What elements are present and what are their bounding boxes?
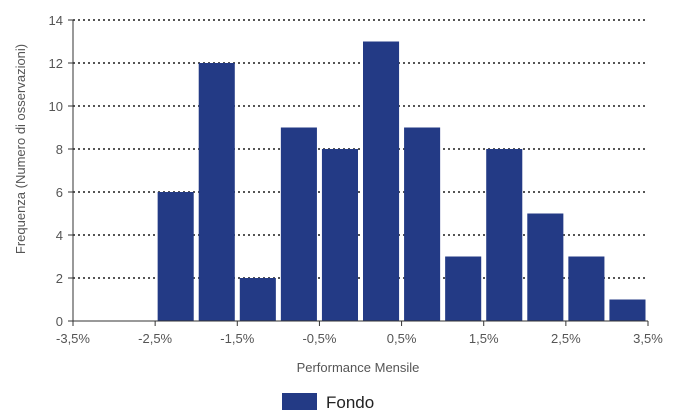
x-tick-label-1: -2,5% xyxy=(138,331,172,346)
legend-label-fondo: Fondo xyxy=(326,393,374,411)
bar-3 xyxy=(198,63,235,321)
bar-9 xyxy=(445,256,482,321)
x-tick-label-2: -1,5% xyxy=(220,331,254,346)
x-tick-label-6: 2,5% xyxy=(551,331,581,346)
y-tick-label-4: 8 xyxy=(56,142,63,157)
y-tick-label-6: 12 xyxy=(49,56,63,71)
bar-6 xyxy=(321,149,358,321)
x-tick-label-0: -3,5% xyxy=(56,331,90,346)
x-tick-label-7: 3,5% xyxy=(633,331,663,346)
bar-10 xyxy=(486,149,523,321)
y-tick-label-2: 4 xyxy=(56,228,63,243)
y-tick-label-0: 0 xyxy=(56,314,63,329)
x-axis-title: Performance Mensile xyxy=(297,360,420,375)
bar-5 xyxy=(280,127,317,321)
x-tick-label-4: 0,5% xyxy=(387,331,417,346)
y-tick-label-7: 14 xyxy=(49,13,63,28)
y-tick-label-5: 10 xyxy=(49,99,63,114)
y-axis-title: Frequenza (Numero di osservazioni) xyxy=(13,44,28,254)
y-tick-label-1: 2 xyxy=(56,271,63,286)
legend: Fondo xyxy=(282,393,374,412)
bar-12 xyxy=(568,256,605,321)
y-ticks: 0 2 4 6 8 10 12 14 xyxy=(49,13,73,329)
bar-7 xyxy=(363,41,400,321)
x-tick-label-5: 1,5% xyxy=(469,331,499,346)
x-tick-label-3: -0,5% xyxy=(302,331,336,346)
bar-2 xyxy=(157,192,194,321)
axes xyxy=(72,20,648,322)
bar-4 xyxy=(239,278,276,321)
bar-8 xyxy=(404,127,441,321)
bars xyxy=(157,41,646,321)
bar-11 xyxy=(527,213,564,321)
x-ticks: -3,5% -2,5% -1,5% -0,5% 0,5% 1,5% 2,5% 3,5% xyxy=(56,321,663,346)
y-tick-label-3: 6 xyxy=(56,185,63,200)
bar-13 xyxy=(609,299,646,321)
legend-swatch-fondo xyxy=(282,393,317,410)
